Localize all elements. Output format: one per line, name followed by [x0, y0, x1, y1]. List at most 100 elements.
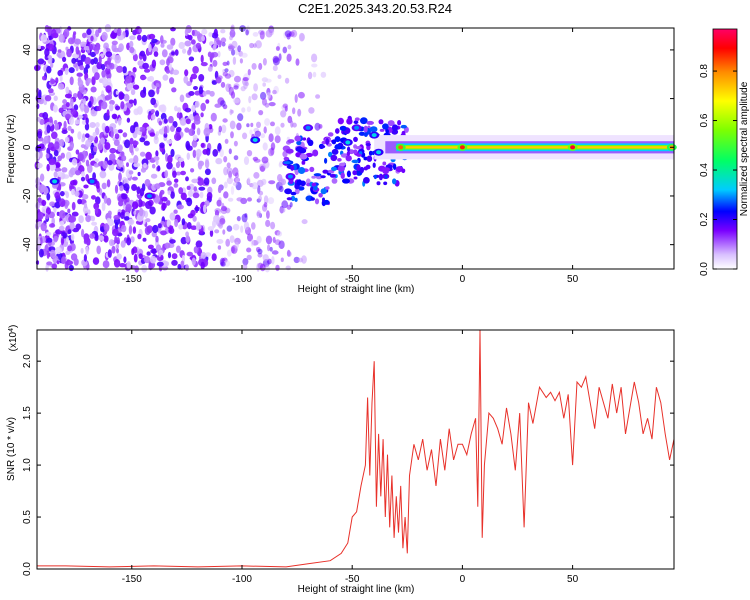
heatmap-speckle	[67, 37, 75, 45]
heatmap-speckle	[85, 64, 90, 69]
heatmap-speckle	[174, 49, 179, 56]
heatmap-speckle	[67, 229, 72, 235]
heatmap-speckle	[97, 142, 104, 151]
heatmap-speckle	[229, 235, 235, 244]
heatmap-speckle	[314, 122, 321, 131]
heatmap-speckle	[256, 235, 262, 244]
heatmap-speckle	[46, 237, 53, 243]
heatmap-speckle	[54, 141, 60, 150]
heatmap-speckle	[223, 191, 229, 199]
heatmap-speckle	[175, 245, 181, 253]
heatmap-speckle	[231, 40, 238, 49]
heatmap-speckle	[208, 32, 213, 37]
heatmap-speckle	[187, 49, 192, 56]
heatmap-speckle	[110, 129, 114, 139]
heatmap-speckle	[51, 263, 58, 270]
heatmap-speckle	[93, 202, 100, 210]
heatmap-speckle	[322, 169, 329, 174]
heatmap-speckle	[67, 245, 73, 252]
heatmap-speckle	[195, 42, 201, 49]
heatmap-speckle	[57, 155, 62, 162]
heatmap-speckle	[248, 95, 252, 104]
heatmap-speckle	[148, 33, 156, 40]
heatmap-speckle	[242, 263, 248, 271]
heatmap-speckle	[96, 245, 101, 255]
heatmap-speckle	[118, 91, 124, 100]
heatmap-speckle	[331, 148, 339, 155]
heatmap-speckle	[255, 40, 262, 49]
heatmap-speckle	[186, 251, 193, 257]
heatmap-speckle	[113, 259, 121, 268]
heatmap-speckle	[181, 218, 186, 226]
heatmap-speckle	[295, 58, 300, 66]
heatmap-speckle	[48, 88, 54, 94]
heatmap-speckle	[201, 28, 208, 35]
heatmap-speckle	[272, 65, 278, 72]
heatmap-speckle	[49, 249, 56, 259]
heatmap-speckle	[258, 110, 264, 116]
heatmap-speckle	[107, 218, 114, 226]
heatmap-speckle	[192, 149, 197, 159]
heatmap-speckle	[92, 257, 100, 265]
heatmap-speckle	[58, 210, 66, 219]
heatmap-speckle	[70, 128, 75, 134]
heatmap-speckle	[112, 228, 119, 237]
heatmap-speckle	[101, 101, 108, 110]
heatmap-speckle	[226, 167, 233, 176]
heatmap-speckle	[98, 55, 102, 65]
heatmap-speckle	[67, 208, 71, 214]
heatmap-speckle	[122, 66, 127, 74]
heatmap-speckle	[80, 176, 86, 182]
heatmap-speckle	[150, 97, 156, 106]
heatmap-speckle	[227, 197, 234, 202]
heatmap-speckle	[280, 122, 285, 128]
heatmap-speckle	[305, 152, 313, 158]
heatmap-speckle	[79, 65, 85, 71]
heatmap-speckle	[94, 72, 100, 81]
heatmap-speckle	[221, 124, 227, 134]
heatmap-speckle	[143, 140, 150, 146]
heatmap-speckle	[80, 103, 85, 112]
heatmap-speckle	[133, 253, 138, 263]
heatmap-speckle	[140, 167, 147, 173]
heatmap-speckle	[67, 125, 72, 131]
heatmap-speckle	[206, 192, 213, 200]
heatmap-speckle	[353, 149, 358, 154]
heatmap-speckle	[46, 163, 50, 172]
heatmap-speckle	[194, 100, 200, 108]
heatmap-speckle	[334, 144, 341, 150]
heatmap-speckle	[46, 261, 53, 266]
heatmap-speckle	[200, 54, 204, 63]
heatmap-speckle	[171, 51, 175, 56]
heatmap-speckle	[207, 66, 213, 72]
heatmap-speckle	[70, 98, 74, 107]
heatmap-speckle	[265, 78, 272, 83]
heatmap-speckle	[139, 207, 144, 217]
heatmap-speckle	[106, 109, 110, 117]
heatmap-speckle	[188, 56, 195, 62]
heatmap-speckle	[54, 167, 62, 172]
heatmap-speckle	[280, 110, 287, 118]
heatmap-speckle	[126, 261, 131, 269]
heatmap-speckle	[280, 257, 284, 263]
heatmap-speckle	[236, 197, 244, 202]
heatmap-speckle	[290, 165, 295, 171]
heatmap-speckle	[47, 27, 52, 37]
heatmap-speckle	[346, 118, 353, 125]
heatmap-speckle	[63, 120, 67, 130]
heatmap-speckle	[47, 43, 55, 52]
heatmap-speckle	[162, 74, 169, 81]
line-ylabel: SNR (10 * v/v)	[6, 417, 17, 481]
heatmap-speckle	[266, 92, 271, 99]
heatmap-speckle	[301, 255, 307, 264]
heatmap-speckle	[170, 37, 176, 46]
heatmap-speckle	[353, 176, 358, 180]
heatmap-speckle	[90, 215, 96, 222]
heatmap-speckle	[214, 103, 222, 108]
heatmap-speckle	[359, 166, 364, 174]
heatmap-speckle	[319, 145, 326, 149]
line-x-tick-label: 50	[567, 574, 579, 585]
heatmap-speckle	[156, 85, 160, 95]
heatmap-speckle	[278, 162, 282, 168]
heatmap-speckle	[102, 160, 108, 170]
